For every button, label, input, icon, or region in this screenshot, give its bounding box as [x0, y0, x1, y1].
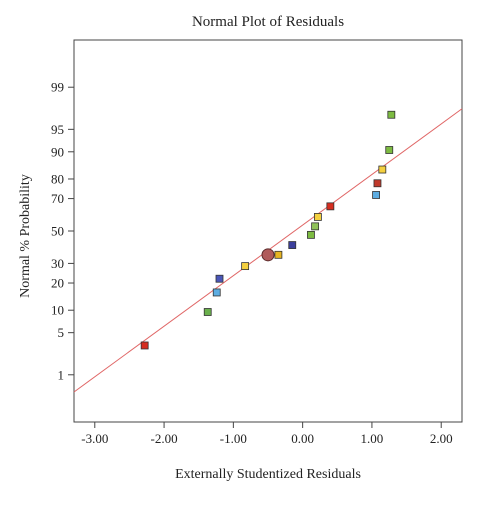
data-point — [241, 262, 250, 271]
y-tick-label: 90 — [51, 144, 64, 159]
x-tick-label: 2.00 — [430, 431, 453, 446]
y-tick-label: 10 — [51, 303, 64, 318]
data-point — [203, 308, 212, 316]
y-tick-label: 1 — [58, 367, 65, 382]
data-point — [274, 250, 283, 259]
data-point — [215, 274, 224, 283]
x-tick-label: -1.00 — [220, 431, 247, 446]
data-point — [385, 146, 394, 154]
data-point — [307, 230, 315, 239]
data-point — [372, 191, 380, 199]
y-tick-label: 80 — [51, 171, 64, 186]
data-point — [387, 110, 396, 119]
data-point — [313, 213, 322, 221]
y-tick-label: 99 — [51, 80, 64, 95]
y-tick-label: 5 — [58, 325, 65, 340]
y-tick-label: 20 — [51, 276, 64, 291]
y-tick-label: 70 — [51, 191, 64, 206]
data-point — [311, 222, 320, 231]
data-point — [212, 288, 221, 297]
x-axis-title: Externally Studentized Residuals — [175, 467, 361, 482]
data-point — [326, 202, 335, 211]
x-tick-label: -2.00 — [151, 431, 178, 446]
x-tick-label: 1.00 — [361, 431, 384, 446]
x-axis: -3.00 -2.00 -1.00 0.00 1.00 2.00 — [81, 422, 453, 446]
data-point — [140, 341, 149, 350]
y-tick-label: 95 — [51, 122, 64, 137]
data-point — [378, 165, 387, 174]
x-tick-label: -3.00 — [81, 431, 108, 446]
x-tick-label: 0.00 — [291, 431, 314, 446]
y-tick-label: 30 — [51, 256, 64, 271]
chart-title: Normal Plot of Residuals — [192, 14, 344, 30]
plot-frame — [73, 39, 463, 423]
data-point — [288, 241, 297, 249]
data-points — [140, 110, 396, 350]
y-axis: 1 5 10 20 30 50 70 80 90 95 99 — [51, 80, 74, 382]
data-point-circle — [261, 248, 275, 262]
y-axis-title: Normal % Probability — [18, 174, 33, 298]
data-point — [373, 179, 382, 188]
y-tick-label: 50 — [51, 224, 64, 239]
